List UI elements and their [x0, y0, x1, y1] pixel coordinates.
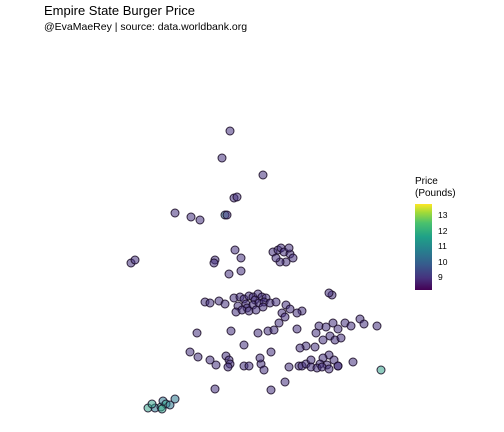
legend-tick [432, 215, 436, 216]
price-point [285, 304, 295, 314]
price-point [165, 400, 175, 410]
price-point [333, 361, 343, 371]
price-point [318, 335, 328, 345]
legend-title: Price (Pounds) [415, 176, 456, 200]
legend-title-line1: Price [415, 176, 438, 187]
price-point [346, 321, 356, 331]
price-point [255, 353, 265, 363]
price-point [230, 245, 240, 255]
legend-label-11: 11 [438, 241, 447, 251]
price-point [271, 297, 281, 307]
price-point [288, 253, 298, 263]
price-point [280, 377, 290, 387]
price-point [324, 288, 334, 298]
price-point [223, 362, 233, 372]
price-point [376, 365, 386, 375]
chart-title: Empire State Burger Price [44, 3, 196, 18]
price-point [274, 318, 284, 328]
legend-tick [432, 246, 436, 247]
price-point [232, 192, 242, 202]
price-point [259, 365, 269, 375]
price-point [310, 342, 320, 352]
price-point [295, 343, 305, 353]
price-point [185, 347, 195, 357]
price-point [147, 399, 157, 409]
price-point [130, 255, 140, 265]
price-point [220, 299, 230, 309]
price-point [170, 394, 180, 404]
legend-colorbar [415, 204, 432, 290]
legend-tick [432, 277, 436, 278]
chart-subtitle: @EvaMaeRey | source: data.worldbank.org [44, 21, 248, 33]
price-point [336, 333, 346, 343]
price-point [236, 253, 246, 263]
price-point [211, 360, 221, 370]
price-point [284, 243, 294, 253]
price-point [333, 324, 343, 334]
price-point [258, 302, 268, 312]
price-point [372, 321, 382, 331]
price-point [266, 385, 276, 395]
price-point [292, 308, 302, 318]
price-point [226, 326, 236, 336]
price-point [271, 253, 281, 263]
price-point [186, 212, 196, 222]
price-point [236, 266, 246, 276]
price-point [292, 324, 302, 334]
price-point [359, 319, 369, 329]
price-point [192, 328, 202, 338]
price-point [225, 126, 235, 136]
price-point [324, 364, 334, 374]
price-point [258, 170, 268, 180]
price-point [269, 325, 279, 335]
legend-tick [432, 231, 436, 232]
legend-title-line2: (Pounds) [415, 188, 456, 199]
legend-label-9: 9 [438, 272, 443, 282]
price-point [321, 322, 331, 332]
price-point [253, 328, 263, 338]
price-point [224, 269, 234, 279]
price-point [222, 210, 232, 220]
price-point [311, 328, 321, 338]
price-point [205, 298, 215, 308]
price-point [328, 318, 338, 328]
price-point [193, 352, 203, 362]
price-point [205, 355, 215, 365]
price-point [348, 357, 358, 367]
price-point [210, 384, 220, 394]
legend-label-13: 13 [438, 210, 448, 220]
price-point [195, 215, 205, 225]
price-point [157, 404, 167, 414]
price-point [217, 153, 227, 163]
price-point [266, 347, 276, 357]
legend-label-12: 12 [438, 226, 448, 236]
legend-label-10: 10 [438, 257, 448, 267]
legend-tick [432, 262, 436, 263]
price-point [170, 208, 180, 218]
price-point [239, 340, 249, 350]
price-point [284, 362, 294, 372]
price-point [209, 258, 219, 268]
price-point [244, 361, 254, 371]
price-point [280, 312, 290, 322]
